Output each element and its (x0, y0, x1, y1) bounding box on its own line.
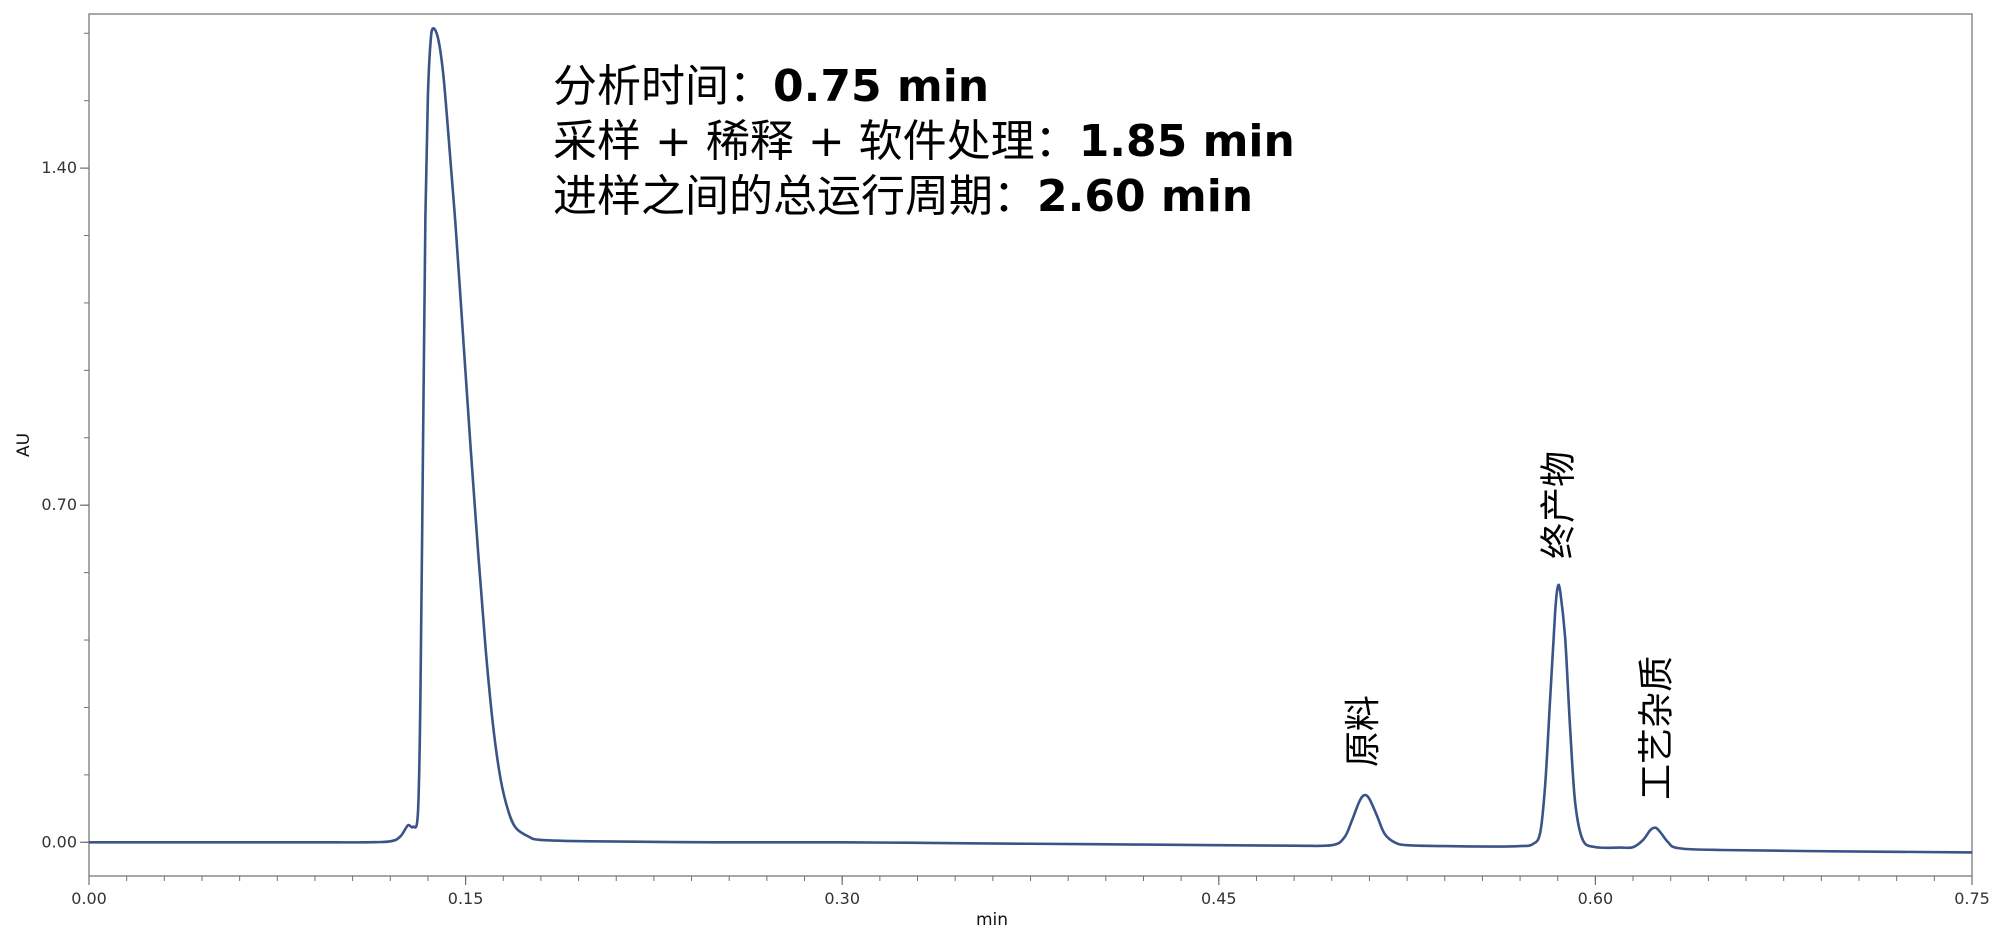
x-axis: 0.00 0.15 0.30 0.45 0.60 0.75 (71, 876, 1990, 908)
y-tick-label: 1.40 (41, 158, 77, 177)
analysis-time-label: 分析时间： (553, 61, 773, 112)
x-tick-label: 0.60 (1578, 889, 1614, 908)
x-axis-title: min (976, 910, 1008, 930)
y-tick-label: 0.00 (41, 832, 77, 851)
x-tick-label: 0.00 (71, 889, 107, 908)
peak-label: 终产物 (1539, 451, 1580, 559)
peak-label: 原料 (1343, 695, 1384, 767)
analysis-time-line: 分析时间：0.75 min (553, 61, 989, 112)
cycle-time-value: 2.60 min (1037, 171, 1253, 222)
x-tick-label: 0.15 (448, 889, 484, 908)
x-tick-label: 0.30 (824, 889, 860, 908)
sampling-time-label: 采样 + 稀释 + 软件处理： (553, 116, 1079, 167)
cycle-time-label: 进样之间的总运行周期： (553, 171, 1037, 222)
sampling-time-line: 采样 + 稀释 + 软件处理：1.85 min (553, 116, 1295, 167)
cycle-time-line: 进样之间的总运行周期：2.60 min (553, 171, 1253, 222)
y-axis-title: AU (14, 433, 34, 457)
y-tick-label: 0.70 (41, 495, 77, 514)
chromatogram-trace (88, 26, 1973, 854)
peak-label: 工艺杂质 (1637, 656, 1678, 800)
y-axis: 0.00 0.70 1.40 (41, 32, 89, 851)
run-time-annotation: 分析时间：0.75 min 采样 + 稀释 + 软件处理：1.85 min 进样… (553, 61, 1295, 222)
sampling-time-value: 1.85 min (1079, 116, 1295, 167)
x-tick-label: 0.45 (1201, 889, 1237, 908)
x-tick-label: 0.75 (1954, 889, 1990, 908)
analysis-time-value: 0.75 min (773, 61, 989, 112)
